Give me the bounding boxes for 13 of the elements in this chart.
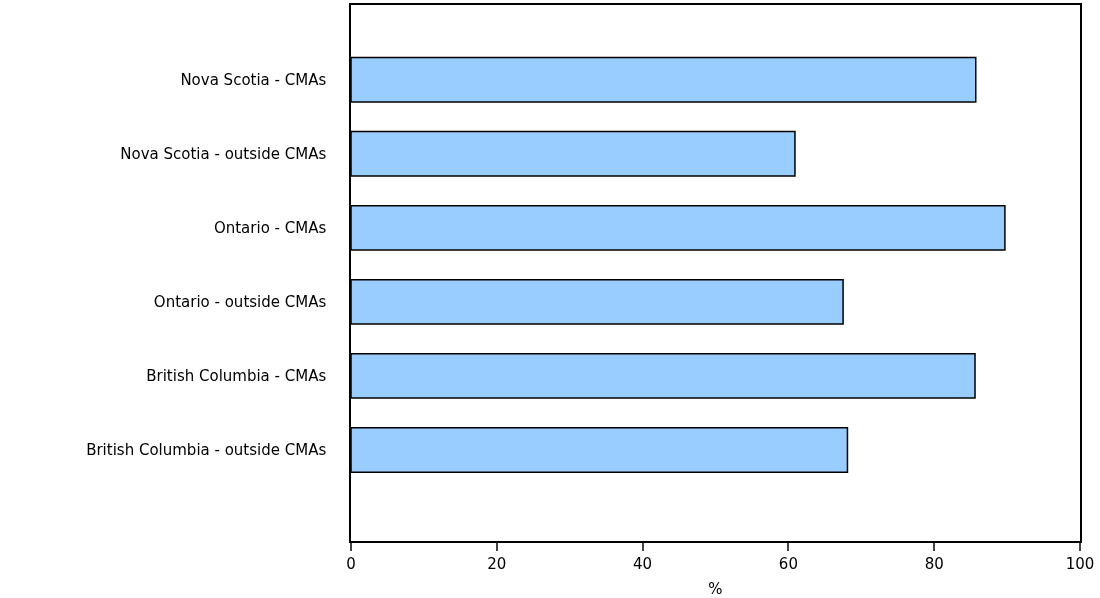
x-tick-label: 0 [346, 554, 356, 573]
x-tick-label: 100 [1065, 554, 1095, 573]
x-tick-label: 60 [778, 554, 798, 573]
y-tick-label: Ontario - CMAs [213, 219, 327, 238]
y-tick-label: Ontario - outside CMAs [153, 293, 327, 312]
x-tick-label: 40 [633, 554, 653, 573]
y-tick-label: Nova Scotia - CMAs [180, 71, 327, 90]
x-tick-label: 20 [487, 554, 507, 573]
y-tick-label: Nova Scotia - outside CMAs [120, 145, 327, 164]
y-tick-label: British Columbia - CMAs [146, 367, 327, 386]
x-tick-label: 80 [924, 554, 944, 573]
y-tick-label: British Columbia - outside CMAs [86, 441, 327, 460]
x-axis-title: % [708, 580, 723, 598]
